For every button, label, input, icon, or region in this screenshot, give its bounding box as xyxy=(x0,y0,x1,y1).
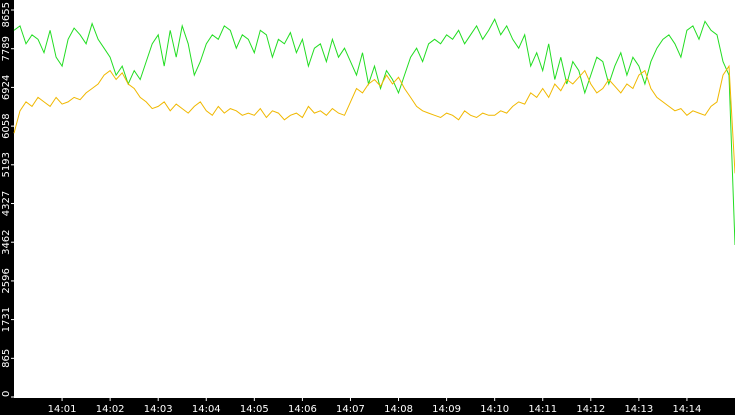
x-tick-label: 14:10 xyxy=(480,404,509,415)
y-tick-label: 0 xyxy=(1,391,12,397)
x-tick-label: 14:14 xyxy=(673,404,702,415)
x-tick-label: 14:13 xyxy=(624,404,653,415)
plot-area xyxy=(14,0,735,398)
x-tick-label: 14:07 xyxy=(336,404,365,415)
y-tick-label: 5193 xyxy=(1,152,12,177)
series-line xyxy=(13,64,735,174)
x-tick-label: 14:06 xyxy=(288,404,317,415)
series-line xyxy=(13,18,735,246)
x-tick-label: 14:02 xyxy=(96,404,125,415)
y-tick-label: 4327 xyxy=(1,191,12,216)
y-tick-label: 3462 xyxy=(1,229,12,254)
y-tick-label: 865 xyxy=(1,349,12,368)
x-tick-label: 14:09 xyxy=(432,404,461,415)
x-tick-label: 14:04 xyxy=(192,404,221,415)
y-tick-label: 2596 xyxy=(1,268,12,293)
x-tick-label: 14:08 xyxy=(384,404,413,415)
y-tick-label: 7789 xyxy=(1,36,12,61)
x-tick-label: 14:01 xyxy=(48,404,77,415)
y-tick-label: 6924 xyxy=(1,75,12,100)
y-tick-label: 8655 xyxy=(1,2,12,27)
x-tick-label: 14:11 xyxy=(528,404,557,415)
y-tick-label: 6058 xyxy=(1,113,12,138)
y-tick-label: 1731 xyxy=(1,307,12,332)
x-tick-label: 14:12 xyxy=(576,404,605,415)
x-tick-label: 14:05 xyxy=(240,404,269,415)
x-tick-label: 14:03 xyxy=(144,404,173,415)
